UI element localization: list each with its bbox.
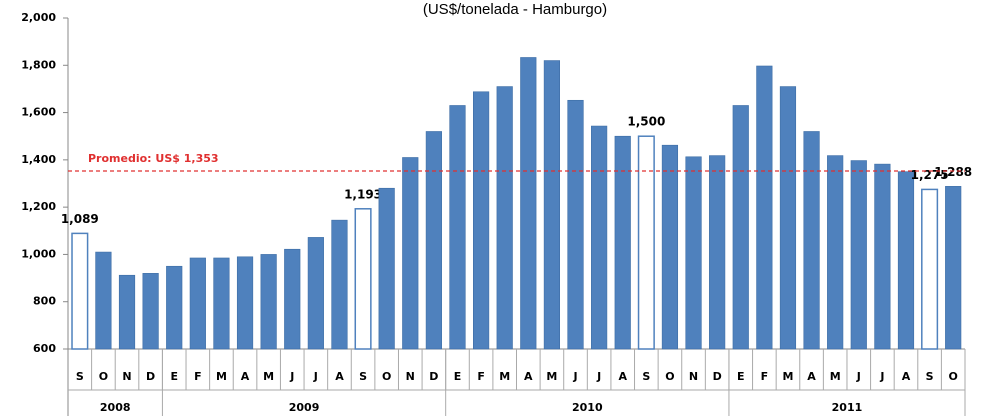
x-tick-label: N (406, 370, 415, 383)
bar (779, 86, 797, 350)
x-tick-label: M (499, 370, 510, 383)
x-tick-label: J (289, 370, 294, 383)
bar (921, 188, 939, 350)
x-tick-label: O (949, 370, 958, 383)
y-tick-label: 1,000 (21, 247, 56, 260)
bar (260, 254, 277, 350)
bar (709, 155, 726, 350)
bar (118, 274, 136, 350)
x-tick-label: S (76, 370, 84, 383)
bar (307, 237, 324, 350)
x-tick-label: J (879, 370, 884, 383)
data-label: 1,089 (61, 212, 99, 226)
x-tick-label: A (524, 370, 533, 383)
bar (166, 265, 183, 350)
bar (496, 86, 513, 350)
data-label: 1,288 (934, 165, 972, 179)
bar (685, 156, 702, 350)
y-tick-label: 1,800 (21, 58, 56, 71)
x-tick-label: F (194, 370, 202, 383)
year-label: 2010 (572, 401, 603, 414)
year-label: 2009 (289, 401, 320, 414)
bar (756, 65, 773, 350)
bar (331, 219, 348, 350)
x-tick-label: N (689, 370, 698, 383)
x-tick-label: E (454, 370, 462, 383)
bar (591, 125, 608, 350)
bar (543, 60, 560, 350)
x-tick-label: A (241, 370, 250, 383)
x-tick-label: F (761, 370, 769, 383)
x-tick-label: M (546, 370, 557, 383)
x-tick-label: O (382, 370, 391, 383)
x-tick-label: A (618, 370, 627, 383)
x-tick-label: A (902, 370, 911, 383)
x-tick-label: N (122, 370, 131, 383)
bar (378, 187, 395, 350)
x-tick-label: F (477, 370, 485, 383)
bar (614, 135, 631, 350)
y-tick-label: 1,400 (21, 153, 56, 166)
bar (732, 105, 749, 350)
x-tick-label: D (429, 370, 438, 383)
bar (567, 99, 584, 350)
bar (850, 160, 867, 350)
x-tick-label: J (856, 370, 861, 383)
bar (449, 105, 466, 350)
x-tick-label: J (313, 370, 318, 383)
x-tick-label: J (596, 370, 601, 383)
y-tick-label: 800 (33, 295, 56, 308)
x-tick-label: D (713, 370, 722, 383)
y-tick-label: 1,600 (21, 106, 56, 119)
bar (236, 256, 254, 350)
x-tick-label: M (830, 370, 841, 383)
x-tick-label: M (216, 370, 227, 383)
x-tick-label: A (335, 370, 344, 383)
chart-title: (US$/tonelada - Hamburgo) (423, 1, 607, 18)
bar (402, 157, 419, 350)
data-label: 1,193 (344, 187, 382, 201)
x-tick-label: J (572, 370, 577, 383)
x-tick-label: A (807, 370, 816, 383)
bar (637, 135, 655, 350)
bar (354, 208, 372, 350)
x-tick-label: D (146, 370, 155, 383)
y-tick-label: 2,000 (21, 11, 56, 24)
year-label: 2008 (100, 401, 131, 414)
x-tick-label: M (263, 370, 274, 383)
x-tick-label: O (665, 370, 674, 383)
bar (661, 144, 679, 350)
x-tick-label: E (737, 370, 745, 383)
x-tick-label: S (642, 370, 650, 383)
bar (71, 232, 89, 350)
x-tick-label: O (99, 370, 108, 383)
x-tick-label: S (359, 370, 367, 383)
x-tick-label: S (926, 370, 934, 383)
bar (874, 163, 891, 350)
data-label: 1,500 (627, 115, 665, 129)
x-tick-label: M (782, 370, 793, 383)
bar (945, 186, 962, 350)
bar (827, 155, 844, 350)
x-tick-label: E (170, 370, 178, 383)
bar (425, 131, 442, 350)
bar (95, 251, 112, 350)
bar (142, 273, 159, 350)
bar (897, 171, 915, 350)
bar (213, 257, 230, 350)
bar (473, 91, 490, 350)
y-tick-label: 600 (33, 342, 56, 355)
year-label: 2011 (832, 401, 863, 414)
y-tick-label: 1,200 (21, 200, 56, 213)
reference-label: Promedio: US$ 1,353 (88, 152, 219, 165)
bar (803, 131, 820, 350)
bar (189, 257, 206, 350)
bar (284, 248, 301, 350)
bar (520, 57, 537, 350)
